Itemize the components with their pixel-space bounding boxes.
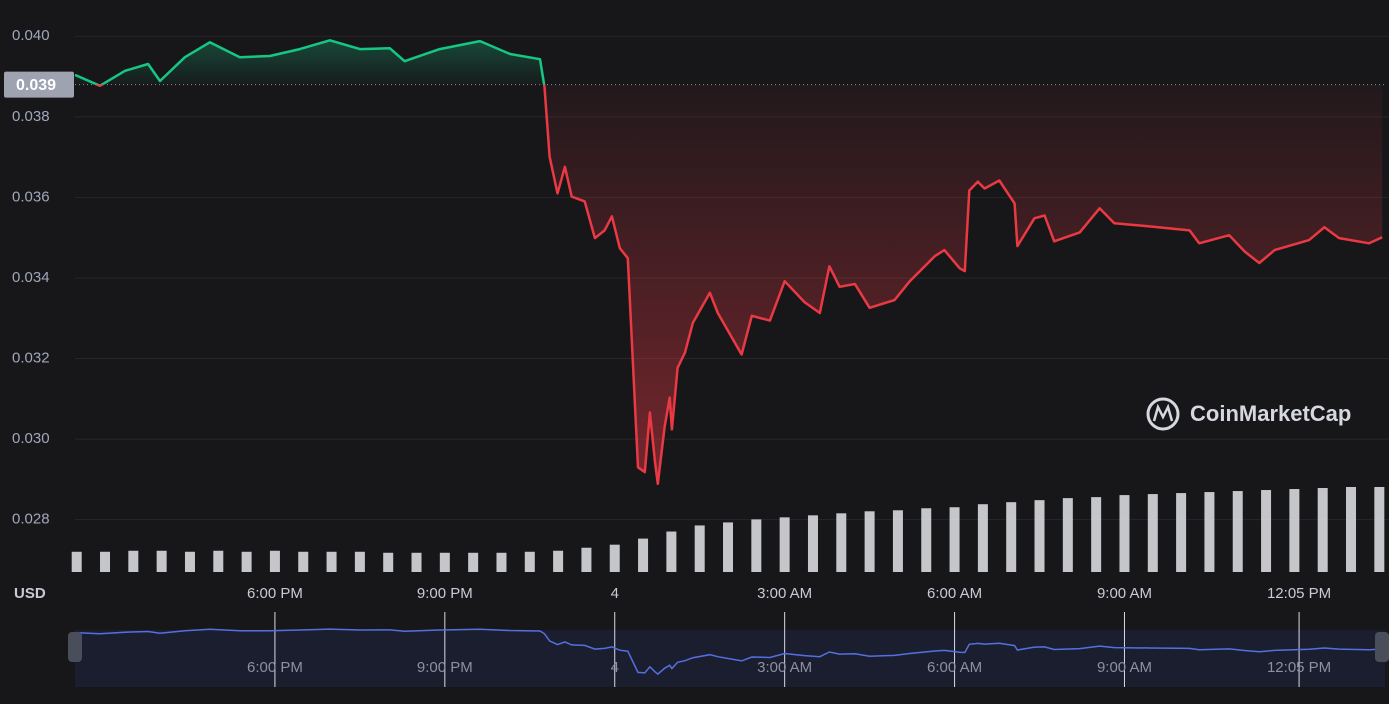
navigator-line	[74, 628, 1383, 676]
volume-bar	[156, 550, 167, 572]
volume-bar	[836, 513, 847, 572]
x-tick-label: 6:00 PM	[247, 585, 303, 602]
volume-bar	[184, 551, 195, 572]
watermark: CoinMarketCap	[1146, 397, 1351, 431]
navigator-tick-label: 9:00 PM	[417, 659, 473, 676]
volume-bar	[439, 552, 450, 572]
volume-bar	[864, 511, 875, 572]
logo	[1146, 397, 1180, 431]
volume-bar	[892, 510, 903, 572]
y-tick-label: 0.032	[12, 349, 50, 366]
volume-bar	[1006, 502, 1017, 572]
navigator-tick-label: 12:05 PM	[1267, 659, 1331, 676]
volume-bar	[949, 507, 960, 572]
logo-mark	[1152, 403, 1174, 422]
volume-bar	[383, 552, 394, 572]
x-tick-label: 4	[611, 585, 619, 602]
volume-bar	[581, 547, 592, 572]
volume-bar	[666, 531, 677, 572]
navigator-tick-label: 9:00 AM	[1097, 659, 1152, 676]
volume-bar	[468, 552, 479, 572]
currency-label: USD	[14, 585, 46, 602]
volume-bar	[524, 551, 535, 572]
y-tick-label: 0.040	[12, 27, 50, 44]
volume-bar	[269, 550, 280, 572]
volume-bar	[807, 515, 818, 572]
volume-bar	[354, 551, 365, 572]
volume-bar	[1346, 487, 1357, 572]
volume-bar	[213, 550, 224, 572]
price-area	[75, 40, 1383, 484]
volume-bar	[411, 552, 422, 572]
volume-bar	[1374, 487, 1385, 572]
navigator-handle	[68, 632, 82, 662]
navigator-tick-label: 6:00 AM	[927, 659, 982, 676]
y-tick-label: 0.036	[12, 188, 50, 205]
price-line	[74, 39, 1383, 486]
volume-bar	[1232, 491, 1243, 572]
y-tick-label: 0.038	[12, 108, 50, 125]
volume-bar	[1176, 493, 1187, 572]
x-tick-label: 9:00 PM	[417, 585, 473, 602]
navigator-handle	[1375, 632, 1389, 662]
y-tick-label: 0.030	[12, 430, 50, 447]
navigator-tick-label: 3:00 AM	[757, 659, 812, 676]
volume-bar	[553, 550, 564, 572]
volume-bar	[1261, 490, 1272, 572]
volume-bar	[128, 550, 139, 572]
x-tick-label: 9:00 AM	[1097, 585, 1152, 602]
volume-bar	[694, 525, 705, 572]
volume-bar	[723, 522, 734, 572]
volume-bar	[1147, 494, 1158, 572]
volume-bar	[71, 551, 82, 572]
volume-bar	[496, 552, 507, 572]
x-tick-label: 3:00 AM	[757, 585, 812, 602]
navigator-tick-label: 6:00 PM	[247, 659, 303, 676]
volume-bar	[751, 519, 762, 572]
navigator-tick-label: 4	[611, 659, 619, 676]
y-tick-label: 0.034	[12, 269, 50, 286]
volume-bar	[921, 508, 932, 572]
volume-bar	[1091, 497, 1102, 572]
volume-bar	[1119, 495, 1130, 572]
watermark-text: CoinMarketCap	[1190, 401, 1351, 426]
volume-bar	[241, 551, 252, 572]
volume-bar	[1289, 489, 1300, 572]
volume-bar	[326, 551, 337, 572]
y-tick-label: 0.028	[12, 511, 50, 528]
volume-bar	[638, 538, 649, 572]
reference-label: 0.039	[16, 77, 56, 94]
volume-bar	[1204, 492, 1215, 572]
volume-bar	[779, 517, 790, 572]
volume-bar	[1062, 498, 1073, 572]
volume-bar	[298, 551, 309, 572]
x-tick-label: 6:00 AM	[927, 585, 982, 602]
volume-bar	[977, 504, 988, 572]
volume-bar	[1034, 500, 1045, 572]
volume-bar	[609, 544, 620, 572]
x-tick-label: 12:05 PM	[1267, 585, 1331, 602]
volume-bar	[1317, 488, 1328, 572]
volume-bar	[100, 551, 111, 572]
reference-box	[4, 71, 74, 98]
